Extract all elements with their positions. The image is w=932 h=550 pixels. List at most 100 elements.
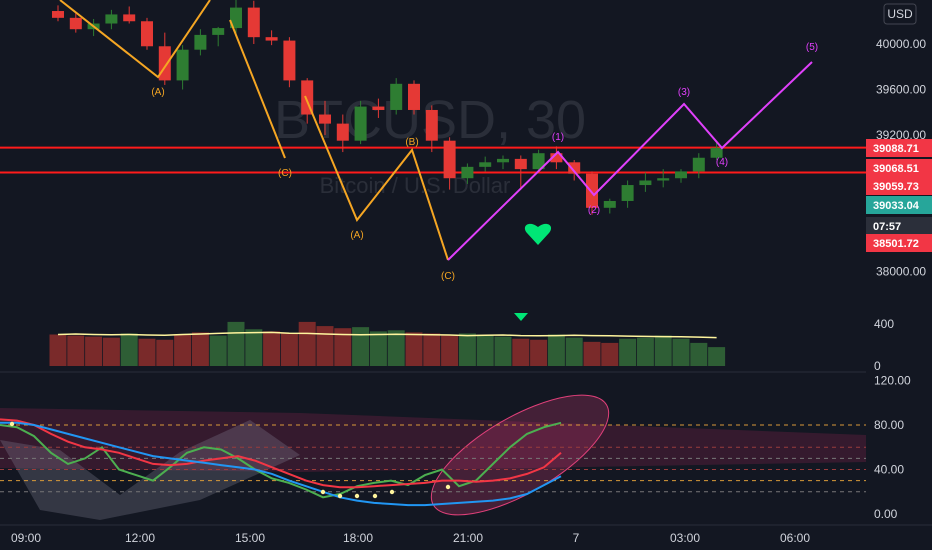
price-badge	[866, 139, 932, 157]
price-badge	[866, 217, 932, 235]
volume-bar	[601, 342, 619, 366]
volume-bar	[458, 333, 476, 366]
price-badge-label: 07:57	[873, 221, 901, 233]
candle-body	[443, 140, 456, 179]
price-badge	[866, 177, 932, 195]
candle-body	[692, 157, 705, 172]
time-tick-label: 15:00	[235, 531, 265, 545]
price-badge-label: 39033.04	[873, 200, 920, 212]
oscillator-tick-label: 80.00	[874, 418, 904, 432]
volume-bar	[476, 334, 494, 366]
volume-bar	[67, 335, 85, 366]
candle-body	[657, 178, 670, 181]
candle-body	[372, 106, 385, 110]
oscillator-dot	[372, 493, 378, 499]
candle-body	[194, 34, 207, 50]
candle-body	[265, 37, 278, 41]
candle-body	[497, 158, 509, 163]
orange-wave-line	[304, 95, 449, 261]
oscillator-line	[0, 421, 562, 499]
magenta-wave-label: (2)	[588, 205, 600, 216]
volume-bar	[334, 328, 352, 366]
candle-body	[158, 46, 171, 81]
volume-bar	[316, 326, 334, 366]
candle-body	[247, 7, 260, 38]
candle-body	[336, 123, 349, 141]
oscillator-dot	[337, 493, 343, 499]
candle-body	[586, 173, 598, 208]
volume-bar	[85, 336, 103, 366]
candle-body	[408, 83, 420, 110]
time-tick-label: 7	[573, 531, 580, 545]
price-tick-label: 40000.00	[876, 37, 926, 51]
volume-bar	[672, 338, 690, 366]
orange-wave-line	[59, 0, 211, 79]
candle-body	[69, 17, 82, 30]
magenta-wave-label: (5)	[806, 42, 818, 53]
candle-body	[230, 7, 242, 29]
price-tick-label: 38000.00	[876, 265, 926, 279]
oscillator-cloud	[0, 420, 300, 520]
candle-body	[461, 166, 474, 179]
volume-bar	[708, 347, 726, 366]
volume-bar	[174, 334, 192, 366]
volume-bar	[227, 321, 245, 366]
orange-wave-line	[229, 19, 286, 159]
volume-pane: 400 0	[49, 317, 894, 373]
oscillator-dot	[389, 489, 395, 495]
volume-bar	[547, 334, 565, 366]
orange-wave-label: (A)	[151, 87, 164, 98]
volume-bar	[512, 338, 530, 366]
oscillator-tick-label: 120.00	[874, 374, 911, 388]
volume-ma-line	[57, 331, 717, 339]
oscillator-pane: 120.00 80.00 40.00 0.00	[0, 374, 911, 521]
candle-body	[176, 49, 189, 81]
candle-body	[52, 11, 64, 18]
elliott-waves: (A) (C) (A) (B) (C) (1) (2) (3) (4) (5)	[59, 0, 818, 282]
volume-bar	[494, 336, 512, 366]
candle-body	[479, 162, 492, 167]
candle-body	[532, 153, 545, 170]
magenta-wave-label: (1)	[552, 132, 564, 143]
down-arrow-marker-icon	[514, 313, 528, 321]
orange-wave-label: (C)	[441, 271, 455, 282]
candle-body	[621, 185, 634, 201]
currency-label: USD	[887, 7, 913, 21]
volume-bar	[280, 333, 298, 366]
time-tick-label: 21:00	[453, 531, 483, 545]
volume-bar	[49, 334, 67, 366]
volume-bar	[102, 337, 120, 366]
volume-bar	[441, 335, 459, 366]
candle-body	[319, 114, 331, 124]
time-tick-label: 18:00	[343, 531, 373, 545]
volume-bar	[654, 335, 672, 366]
oscillator-band	[0, 408, 866, 472]
volume-bar	[423, 333, 441, 366]
oscillator-dot	[9, 421, 15, 427]
volume-bar	[405, 332, 423, 366]
candle-body	[710, 147, 723, 158]
price-scale-background[interactable]	[866, 0, 932, 550]
time-tick-label: 06:00	[780, 531, 810, 545]
price-badge	[866, 234, 932, 252]
volume-tick-label: 0	[874, 359, 881, 373]
magenta-wave-label: (3)	[678, 87, 690, 98]
candles	[52, 0, 723, 215]
oscillator-line	[0, 418, 562, 489]
currency-button[interactable]	[883, 3, 917, 25]
volume-bar	[120, 333, 138, 366]
oscillator-dot	[320, 489, 326, 495]
oscillator-dot	[354, 493, 360, 499]
price-badges: 39088.71 39068.51 39059.73 39033.04 07:57 385…	[866, 139, 932, 252]
price-tick-label: 39600.00	[876, 83, 926, 97]
candle-body	[550, 153, 563, 163]
candle-body	[354, 106, 367, 141]
candle-body	[283, 40, 296, 81]
orange-wave-label: (B)	[405, 137, 418, 148]
volume-bar	[690, 342, 708, 366]
volume-bar	[209, 335, 227, 366]
volume-bar	[530, 339, 548, 366]
volume-bar	[298, 321, 316, 366]
volume-bar	[583, 341, 601, 366]
